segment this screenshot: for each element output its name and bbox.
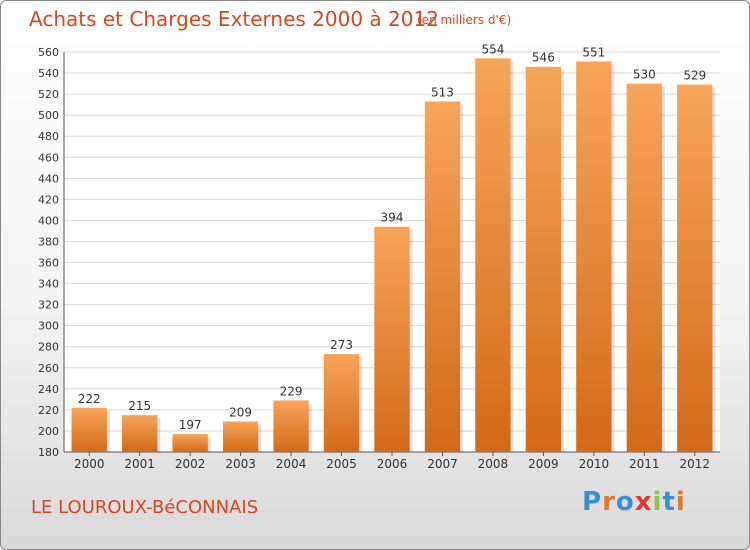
x-tick-label: 2001	[124, 457, 155, 471]
bar	[475, 58, 511, 452]
y-tick-label: 260	[38, 362, 59, 375]
y-tick-label: 280	[38, 341, 59, 354]
logo-letter: P	[582, 487, 603, 517]
x-tick-label: 2007	[427, 457, 458, 471]
bar	[374, 226, 410, 452]
data-label: 209	[229, 405, 252, 419]
data-label: 394	[381, 211, 404, 225]
x-tick-label: 2011	[629, 457, 660, 471]
bar	[323, 354, 360, 452]
data-label: 529	[683, 69, 706, 83]
data-label: 530	[633, 68, 656, 82]
x-tick-label: 2006	[377, 457, 408, 471]
x-tick-label: 2000	[74, 457, 105, 471]
y-tick-label: 520	[38, 88, 59, 101]
bar	[576, 61, 612, 452]
bar	[677, 84, 713, 452]
x-tick-label: 2012	[679, 457, 710, 471]
x-tick-label: 2004	[276, 457, 307, 471]
data-label: 229	[280, 384, 303, 398]
x-tick-label: 2005	[326, 457, 357, 471]
x-tick-label: 2003	[225, 457, 256, 471]
x-tick-label: 2010	[579, 457, 610, 471]
chart-title: Achats et Charges Externes 2000 à 2012	[29, 7, 439, 31]
data-label: 215	[128, 399, 151, 413]
data-label: 554	[481, 42, 504, 56]
data-label: 197	[179, 418, 202, 432]
logo-letter: i	[652, 487, 663, 517]
y-tick-label: 400	[38, 214, 59, 227]
bar	[71, 407, 107, 452]
y-tick-label: 540	[38, 67, 59, 80]
x-tick-label: 2002	[175, 457, 206, 471]
y-tick-label: 560	[38, 46, 59, 59]
x-tick-label: 2009	[528, 457, 559, 471]
x-tick-label: 2008	[478, 457, 509, 471]
logo-letter: o	[615, 487, 635, 517]
y-tick-label: 380	[38, 235, 59, 248]
y-tick-label: 460	[38, 151, 59, 164]
y-tick-label: 240	[38, 383, 59, 396]
y-tick-label: 200	[38, 425, 59, 438]
logo-letter: i	[675, 487, 686, 517]
bar	[525, 66, 562, 452]
data-label: 273	[330, 338, 353, 352]
chart-unit: (en milliers d'€)	[417, 13, 512, 27]
data-label: 551	[582, 45, 605, 59]
y-tick-label: 440	[38, 172, 59, 185]
data-label: 222	[78, 392, 101, 406]
commune-name: LE LOUROUX-BéCONNAIS	[31, 497, 259, 518]
bar	[222, 421, 259, 452]
y-tick-label: 480	[38, 130, 59, 143]
y-tick-label: 300	[38, 320, 59, 333]
y-tick-label: 320	[38, 299, 59, 312]
bar	[122, 415, 158, 452]
logo-letter: x	[634, 487, 653, 517]
y-tick-label: 500	[38, 109, 59, 122]
data-label: 546	[532, 51, 555, 65]
y-tick-label: 180	[38, 446, 59, 459]
bar	[172, 434, 208, 452]
bar	[273, 400, 309, 452]
y-tick-label: 220	[38, 404, 59, 417]
y-tick-label: 420	[38, 193, 59, 206]
y-tick-label: 340	[38, 278, 59, 291]
bar	[626, 83, 662, 452]
proxiti-logo[interactable]: Proxiti	[582, 487, 686, 517]
data-label: 513	[431, 85, 454, 99]
bar	[424, 101, 461, 452]
y-tick-label: 360	[38, 257, 59, 270]
logo-letter: t	[662, 487, 676, 517]
logo-letter: r	[602, 487, 616, 517]
